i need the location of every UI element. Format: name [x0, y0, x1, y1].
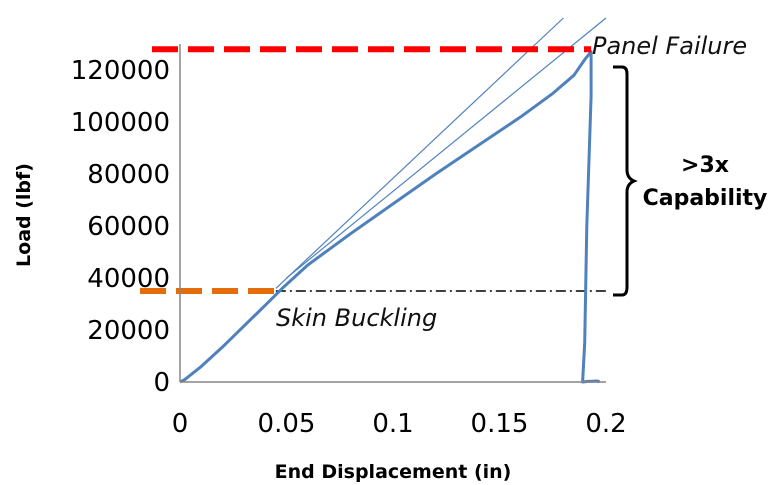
y-tick-label: 120000	[71, 56, 170, 86]
x-tick-label: 0.1	[372, 409, 413, 439]
skin-buckling-label: Skin Buckling	[276, 304, 437, 332]
x-axis-title: End Displacement (in)	[275, 461, 512, 483]
capability-label-line1: >3x	[681, 153, 729, 178]
tangent-line-2	[286, 17, 607, 279]
x-tick-label: 0.2	[585, 409, 626, 439]
capability-brace	[613, 65, 638, 297]
x-tick-label: 0	[172, 409, 189, 439]
x-tick-label: 0.15	[471, 409, 529, 439]
capability-label-line2: Capability	[643, 186, 768, 211]
x-tick-labels: 0 0.05 0.1 0.15 0.2	[172, 409, 627, 439]
y-tick-label: 20000	[87, 316, 170, 346]
plot-lines	[140, 17, 607, 384]
panel-failure-label: Panel Failure	[592, 32, 747, 60]
x-tick-label: 0.05	[258, 409, 316, 439]
y-tick-label: 40000	[87, 264, 170, 294]
load-curve-1	[179, 50, 601, 384]
tangent-line-1	[275, 17, 564, 289]
y-axis-title: Load (lbf)	[13, 163, 35, 267]
y-tick-labels: 0 20000 40000 60000 80000 100000 120000	[71, 56, 170, 398]
y-tick-label: 60000	[87, 212, 170, 242]
axes	[179, 44, 606, 383]
y-tick-label: 100000	[71, 108, 170, 138]
y-tick-label: 80000	[87, 160, 170, 190]
y-tick-label: 0	[153, 368, 170, 398]
